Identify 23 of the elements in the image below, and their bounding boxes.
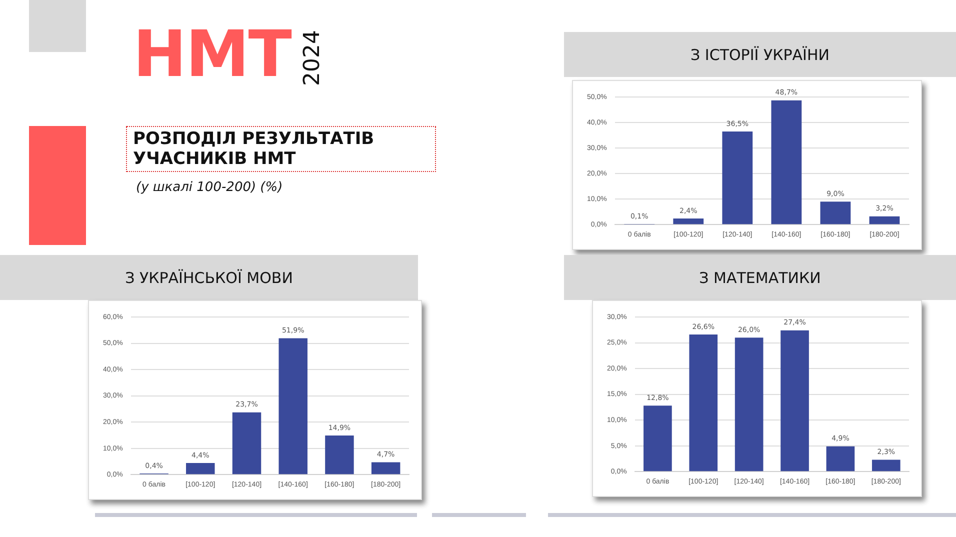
bar [371,462,400,474]
bar [186,463,215,474]
bar [869,216,900,224]
bar [872,460,900,472]
bar [722,131,753,224]
chart-title: З УКРАЇНСЬКОЇ МОВИ [0,255,418,300]
bar [780,330,809,472]
chart-title: З МАТЕМАТИКИ [564,255,956,300]
bar [673,218,704,224]
bar [820,202,851,224]
bar [232,412,262,474]
bar [771,100,802,224]
chart-title: З ІСТОРІЇ УКРАЇНИ [564,32,956,77]
text: 2024 [300,30,325,86]
text: (у шкалі 100-200) (%) [136,180,283,195]
bar [325,435,354,474]
bar [826,446,855,472]
bar [644,406,672,472]
bar [689,334,718,472]
text: РОЗПОДІЛ РЕЗУЛЬТАТІВ УЧАСНИКІВ НМТ [126,126,436,172]
bar [734,338,764,472]
bar [278,338,308,474]
text: НМТ [133,18,291,92]
